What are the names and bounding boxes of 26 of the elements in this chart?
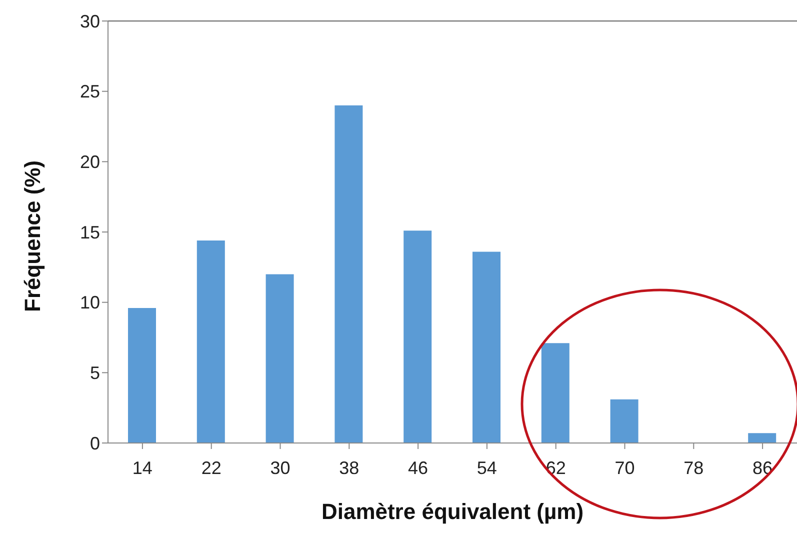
x-tick-label: 78 <box>684 458 704 478</box>
x-tick-label: 38 <box>339 458 360 478</box>
x-tick-label: 46 <box>408 458 428 478</box>
y-tick-label: 0 <box>90 433 100 454</box>
bar <box>196 240 225 443</box>
bar <box>472 252 500 443</box>
y-tick-label: 20 <box>80 152 100 172</box>
y-tick-label: 15 <box>80 222 100 242</box>
bar <box>128 308 156 443</box>
bar <box>748 433 776 443</box>
x-tick-label: 30 <box>270 458 290 478</box>
x-tick-label: 54 <box>476 458 497 478</box>
y-tick-label: 10 <box>80 292 100 313</box>
y-tick-label: 5 <box>90 363 100 384</box>
bar <box>334 105 363 443</box>
bar <box>541 343 570 443</box>
y-tick-label: 30 <box>80 11 100 32</box>
x-tick-label: 22 <box>201 458 222 478</box>
x-tick-label: 70 <box>614 458 635 478</box>
bar <box>404 230 432 443</box>
y-tick-label: 25 <box>80 82 100 102</box>
x-axis-title: Diamètre équivalent (µm) <box>321 499 584 524</box>
x-tick-label: 14 <box>132 458 152 478</box>
bar <box>266 274 294 443</box>
bar <box>610 399 638 443</box>
y-axis-title: Fréquence (%) <box>20 160 45 312</box>
